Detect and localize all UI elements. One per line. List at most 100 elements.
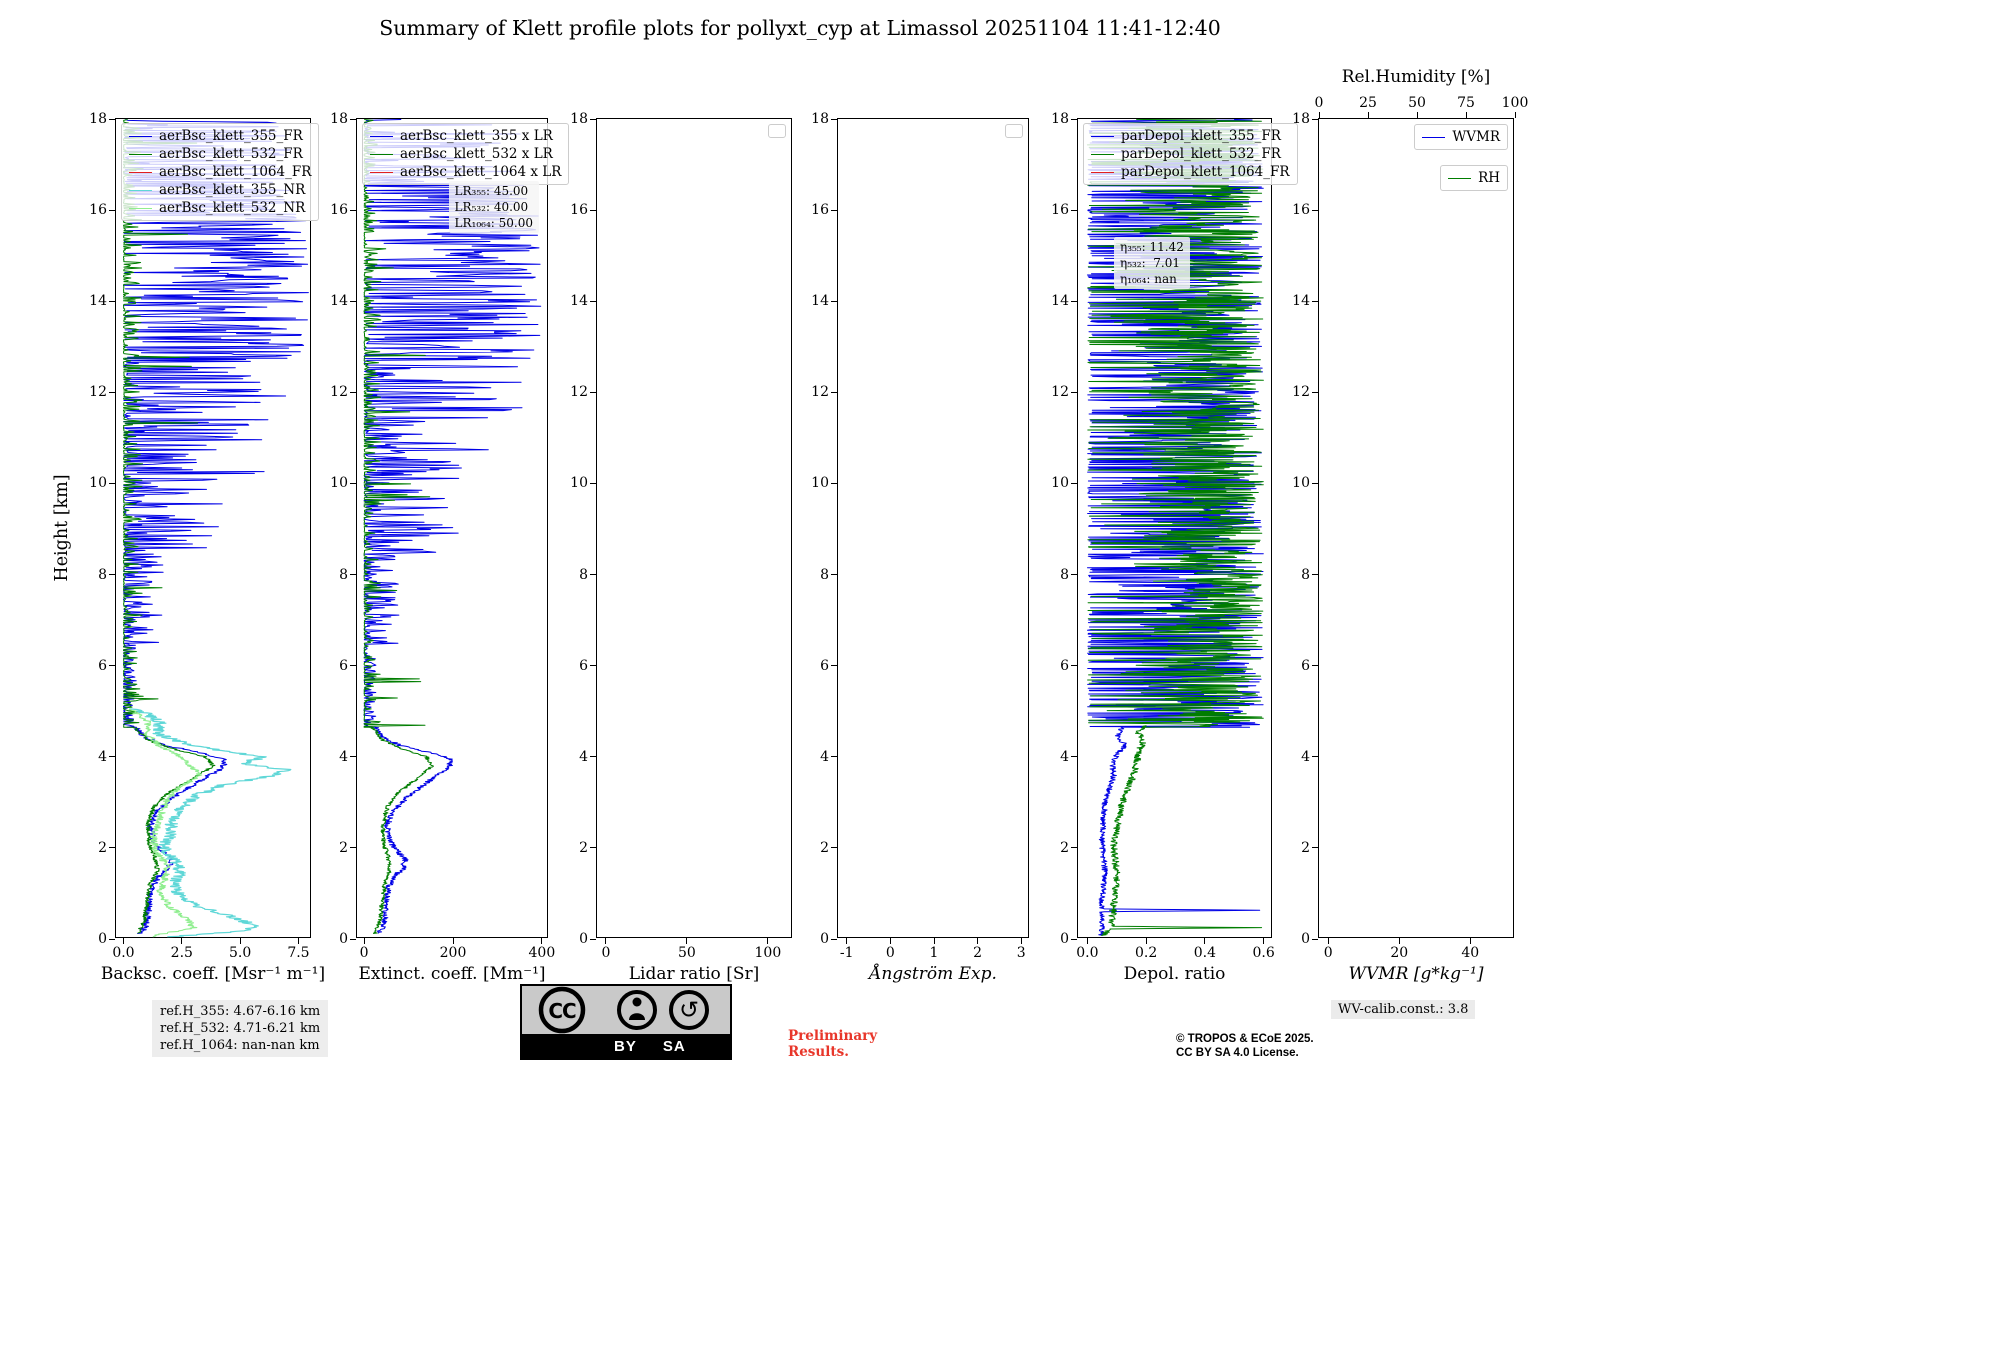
x-tick-label: 0: [1323, 945, 1333, 961]
y-tick: [590, 665, 596, 667]
y-tick-label: 6: [339, 657, 348, 674]
y-tick-label: 6: [579, 657, 588, 674]
y-tick: [831, 574, 837, 576]
y-tick-label: 8: [1301, 566, 1310, 583]
y-tick-label: 4: [339, 748, 348, 765]
person-icon: [617, 990, 657, 1030]
y-tick: [350, 300, 356, 302]
series-parDepol_klett_532_FR: [1086, 119, 1264, 936]
y-tick: [590, 300, 596, 302]
y-tick-label: 14: [1292, 293, 1310, 310]
x-tick-label: 5.0: [228, 945, 252, 961]
y-tick: [590, 209, 596, 211]
y-tick-label: 2: [1060, 839, 1069, 856]
legend-label: RH: [1478, 170, 1500, 186]
y-tick-label: 4: [820, 748, 829, 765]
annotation-line: η₃₅₅: 11.42: [1120, 240, 1184, 254]
legend-entry: parDepol_klett_532_FR: [1091, 145, 1290, 163]
y-tick-label: 2: [1301, 839, 1310, 856]
annotation-line: LR₃₅₅: 45.00: [454, 184, 529, 198]
y-tick-label: 14: [811, 293, 829, 310]
y-tick: [1071, 756, 1077, 758]
y-tick-label: 6: [98, 657, 107, 674]
x-tick: [1145, 938, 1147, 944]
y-tick: [831, 482, 837, 484]
x-tick-label: -1: [839, 945, 854, 961]
y-tick-label: 12: [1292, 384, 1310, 401]
cc-icons-row: CC ↺: [522, 986, 730, 1034]
y-tick: [1312, 118, 1318, 120]
legend-line-swatch: [370, 171, 393, 173]
x-axis-label: Depol. ratio: [1123, 964, 1226, 984]
y-tick: [350, 209, 356, 211]
y-tick: [1312, 482, 1318, 484]
y-tick-label: 16: [1292, 202, 1310, 219]
figure-title: Summary of Klett profile plots for polly…: [379, 16, 1221, 40]
annotation-line: LR₅₃₂: 40.00: [454, 200, 529, 214]
legend-line-swatch: [129, 153, 152, 155]
plot-area-1: [123, 119, 309, 938]
y-tick-label: 6: [820, 657, 829, 674]
y-tick: [1312, 209, 1318, 211]
y-tick-label: 10: [1051, 475, 1069, 492]
top-tick: [1367, 112, 1369, 118]
legend-entry: parDepol_klett_1064_FR: [1091, 163, 1290, 181]
legend-label: aerBsc_klett_355_FR: [159, 128, 303, 144]
x-tick-label: 400: [528, 945, 556, 961]
y-tick: [350, 391, 356, 393]
y-tick: [1312, 756, 1318, 758]
top-tick: [1465, 112, 1467, 118]
y-tick-label: 18: [811, 111, 829, 127]
legend-entry: aerBsc_klett_1064 x LR: [370, 163, 561, 181]
y-tick: [109, 574, 115, 576]
x-tick: [1086, 938, 1088, 944]
svg-text:CC: CC: [548, 999, 576, 1023]
y-tick-label: 10: [89, 475, 107, 492]
x-axis-label: Extinct. coeff. [Mm⁻¹]: [358, 964, 546, 984]
top-tick: [1318, 112, 1320, 118]
y-tick-label: 16: [1051, 202, 1069, 219]
legend-line-swatch: [129, 171, 152, 173]
legend-entry: aerBsc_klett_532 x LR: [370, 145, 561, 163]
x-tick-label: 100: [754, 945, 782, 961]
y-tick: [109, 118, 115, 120]
y-tick: [1071, 847, 1077, 849]
legend-line-swatch: [1091, 135, 1114, 137]
ref-height-532: ref.H_532: 4.71-6.21 km: [160, 1021, 321, 1036]
y-tick: [1312, 847, 1318, 849]
y-tick: [590, 118, 596, 120]
y-tick-label: 4: [579, 748, 588, 765]
annotation-line: LR₁₀₆₄: 50.00: [454, 216, 533, 230]
y-tick-label: 4: [1301, 748, 1310, 765]
legend-label: parDepol_klett_1064_FR: [1121, 164, 1290, 180]
x-tick-label: 0: [885, 945, 895, 961]
preliminary-line-2: Results.: [788, 1044, 849, 1060]
y-tick: [590, 482, 596, 484]
y-tick-label: 0: [98, 931, 107, 947]
x-axis-label: Backsc. coeff. [Msr⁻¹ m⁻¹]: [100, 964, 326, 984]
x-tick-label: 50: [677, 945, 696, 961]
y-tick-label: 8: [579, 566, 588, 583]
legend-label: aerBsc_klett_355 x LR: [400, 128, 553, 144]
y-tick: [109, 482, 115, 484]
x-tick: [977, 938, 979, 944]
plot-area-2: [363, 119, 542, 934]
x-tick: [1020, 938, 1022, 944]
legend-label: parDepol_klett_532_FR: [1121, 146, 1281, 162]
share-alike-icon: ↺: [669, 990, 709, 1030]
y-tick: [831, 300, 837, 302]
y-tick-label: 14: [330, 293, 348, 310]
cc-logo-icon: CC: [538, 986, 586, 1034]
y-tick-label: 10: [811, 475, 829, 492]
legend-entry: aerBsc_klett_1064_FR: [129, 163, 311, 181]
x-axis-label: WVMR [g*kg⁻¹]: [1348, 964, 1484, 984]
top-tick-label: 75: [1457, 95, 1475, 111]
y-tick-label: 10: [1292, 475, 1310, 492]
x-tick: [297, 938, 299, 944]
y-tick: [1071, 482, 1077, 484]
y-tick-label: 0: [1060, 931, 1069, 947]
y-tick: [831, 847, 837, 849]
y-tick: [1071, 391, 1077, 393]
y-tick: [109, 209, 115, 211]
